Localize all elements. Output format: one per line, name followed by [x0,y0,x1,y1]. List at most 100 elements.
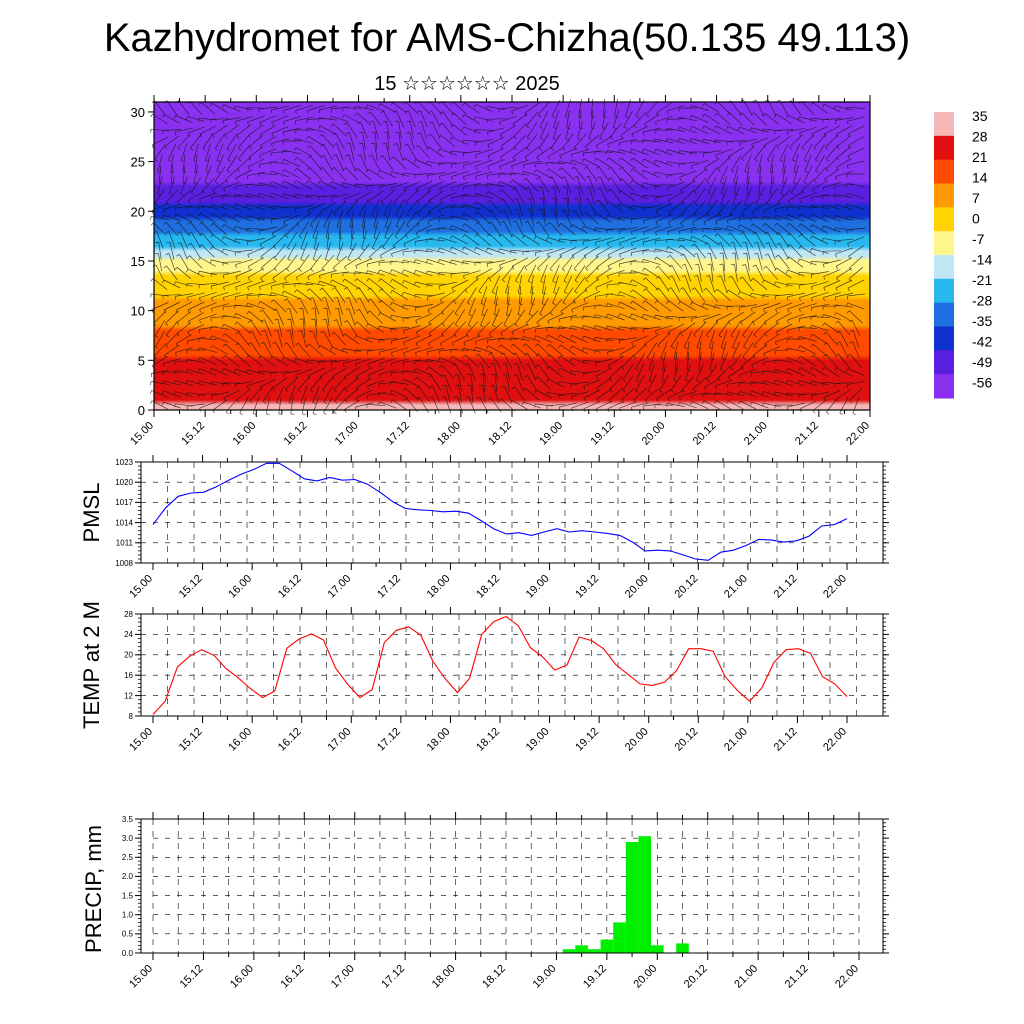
heatmap-y-tick-label: 0 [138,403,145,418]
temp-x-tick-label: 16.00 [226,726,254,754]
temp-x-tick-label: 16.12 [276,726,304,754]
heatmap-x-tick-label: 20.00 [640,420,668,448]
temp-y-tick-label: 12 [124,691,133,700]
precip-x-tick-label: 18.12 [480,963,508,991]
wind-barbs [149,98,866,416]
pmsl-x-tick-label: 19.00 [524,573,552,601]
temp-series-line [152,615,848,715]
temp-x-tick-label: 21.00 [722,726,750,754]
colorbar-swatch [934,231,954,256]
temp-x-tick-label: 20.00 [623,726,651,754]
precip-x-tick-label: 16.12 [278,963,306,991]
colorbar-label: -7 [972,231,985,247]
colorbar-swatch [934,374,954,399]
colorbar-label: -14 [972,252,992,268]
precip-bar [613,922,626,953]
precip-y-tick-label: 0.5 [122,930,134,939]
colorbar-label: -49 [972,354,992,370]
pmsl-x-tick-label: 18.12 [474,573,502,601]
pmsl-series-line [152,462,848,561]
heatmap-y-tick-label: 15 [131,254,145,269]
temp-frame [140,613,884,717]
temp-x-tick-label: 20.12 [672,726,700,754]
colorbar-label: 28 [972,129,988,145]
pmsl-y-tick-label: 1017 [115,498,133,507]
colorbar-label: -35 [972,313,992,329]
colorbar-swatch [934,135,954,161]
colorbar-label: -42 [972,334,992,350]
pmsl-x-tick-label: 20.12 [672,573,700,601]
colorbar-label: -56 [972,375,992,391]
pmsl-frame [140,461,884,564]
temp-x-tick-label: 15.00 [127,726,155,754]
precip-bar [600,939,614,953]
pmsl-x-tick-label: 18.00 [425,573,453,601]
colorbar-label: 35 [972,108,988,124]
temp-y-title: TEMP at 2 M [79,601,104,729]
precip-y-tick-label: 3.0 [122,834,134,843]
precip-bar [625,842,639,953]
precip-x-tick-label: 21.00 [732,963,760,991]
heatmap-x-tick-label: 15.12 [179,420,207,448]
heatmap-y-tick-label: 5 [138,353,145,368]
precip-bar [638,836,651,953]
precip-x-tick-label: 18.00 [430,963,458,991]
pmsl-x-tick-label: 19.12 [573,573,601,601]
heatmap-x-tick-label: 19.00 [537,420,565,448]
precip-y-tick-label: 3.5 [122,815,134,824]
precip-x-tick-label: 22.00 [833,963,861,991]
pmsl-y-tick-label: 1011 [116,539,134,548]
page-subtitle: 15 ☆☆☆☆☆☆ 2025 [374,73,560,95]
precip-bar [587,949,601,953]
temp-x-tick-label: 22.00 [821,726,849,754]
pmsl-x-tick-label: 20.00 [623,573,651,601]
heatmap-y-tick-label: 20 [131,204,145,219]
colorbar-swatch [934,255,954,280]
pmsl-y-title: PMSL [79,483,104,543]
precip-x-tick-label: 20.00 [631,963,659,991]
colorbar-swatch [934,159,954,184]
temp-y-tick-label: 24 [124,630,133,639]
heatmap-y-tick-label: 30 [131,105,145,120]
precip-x-tick-label: 19.12 [581,963,609,991]
precip-x-tick-label: 16.00 [228,963,256,991]
precip-bar [651,945,664,953]
precip-y-tick-label: 0.0 [122,949,134,958]
page-title: Kazhydromet for AMS-Chizha(50.135 49.113… [103,16,911,60]
colorbar-swatch [934,207,954,232]
heatmap-x-tick-label: 19.12 [588,420,616,448]
temp-y-tick-label: 20 [124,651,133,660]
colorbar-label: 0 [972,211,980,227]
heatmap-x-tick-label: 16.12 [282,420,310,448]
colorbar-swatch [934,278,954,304]
precip-x-tick-label: 21.12 [783,963,811,991]
precip-x-tick-label: 17.12 [379,963,407,991]
pmsl-x-tick-label: 21.00 [722,573,750,601]
temp-x-tick-label: 19.12 [573,726,601,754]
temp-x-tick-label: 19.00 [524,726,552,754]
precip-x-tick-label: 17.00 [329,963,357,991]
colorbar-swatch [934,326,954,351]
heatmap-x-tick-label: 17.12 [384,420,412,448]
precip-y-tick-label: 2.5 [122,853,134,862]
heatmap-x-tick-label: 21.00 [742,420,770,448]
wind-barb-lines [149,98,866,416]
precip-x-tick-label: 15.12 [178,963,206,991]
precip-bar [676,943,689,953]
precip-frame [140,818,884,954]
temp-x-tick-label: 15.12 [177,726,205,754]
temp-y-tick-label: 8 [129,712,134,721]
precip-y-tick-label: 2.0 [122,872,134,881]
precip-plot-area [141,819,883,953]
heatmap-y-tick-label: 25 [131,155,145,170]
precip-y-tick-label: 1.0 [122,911,134,920]
precip-y-tick-label: 1.5 [122,891,134,900]
colorbar-label: -21 [972,272,992,288]
colorbar-label: 7 [972,190,980,206]
heatmap-x-tick-label: 22.00 [844,420,872,448]
pmsl-x-tick-label: 21.12 [772,573,800,601]
heatmap-x-tick-label: 18.00 [435,420,463,448]
heatmap-x-tick-label: 20.12 [691,420,719,448]
temp-y-tick-label: 16 [124,671,133,680]
